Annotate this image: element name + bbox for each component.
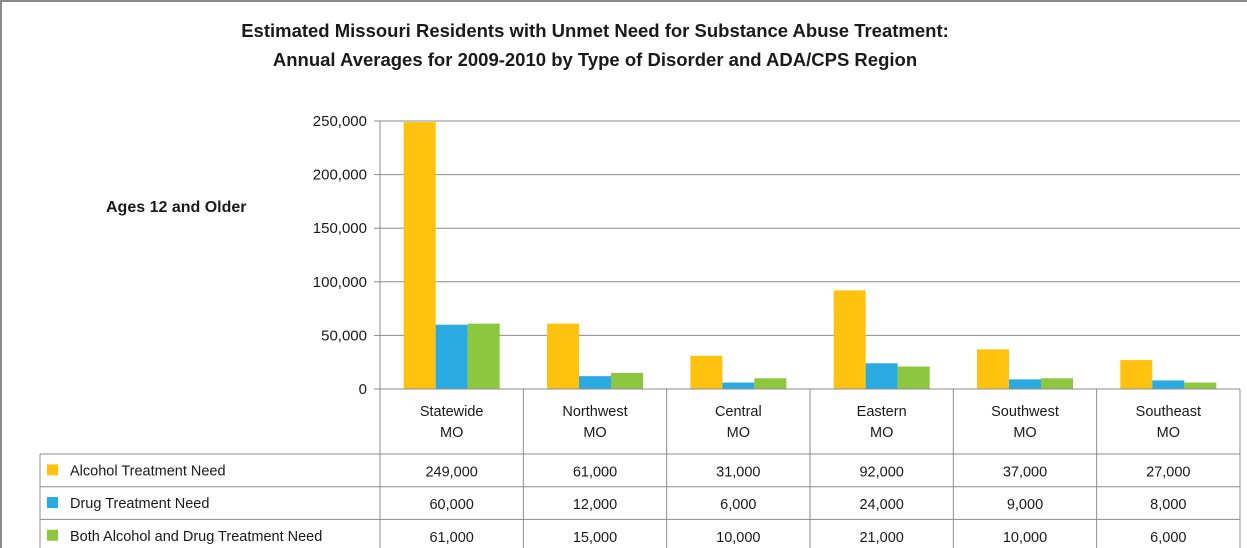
bar xyxy=(690,355,723,389)
bar xyxy=(977,349,1009,389)
bar xyxy=(1184,382,1217,389)
y-tick-label: 150,000 xyxy=(313,220,367,237)
bar xyxy=(579,376,611,389)
data-table-cell: 60,000 xyxy=(429,497,473,513)
y-tick-label: 50,000 xyxy=(321,327,367,344)
y-tick-label: 100,000 xyxy=(313,274,367,291)
x-category-label: MO xyxy=(727,425,750,441)
data-table-cell: 31,000 xyxy=(716,464,760,480)
bar xyxy=(754,378,787,389)
data-table-cell: 15,000 xyxy=(573,530,617,546)
bar xyxy=(403,122,436,390)
x-category-label: Southeast xyxy=(1136,404,1201,420)
bar xyxy=(897,366,930,389)
data-table-cell: 12,000 xyxy=(573,497,617,513)
y-tick-label: 250,000 xyxy=(313,113,367,130)
x-category-label: Northwest xyxy=(562,404,627,420)
data-table-cell: 6,000 xyxy=(720,497,756,513)
x-category-label: Southwest xyxy=(991,404,1059,420)
data-table-cell: 8,000 xyxy=(1150,497,1186,513)
legend-swatch xyxy=(47,497,58,509)
data-table-cell: 24,000 xyxy=(859,497,903,513)
x-category-label: MO xyxy=(440,425,463,441)
legend-swatch xyxy=(47,529,58,541)
data-table-cell: 10,000 xyxy=(1003,530,1047,546)
legend-label: Alcohol Treatment Need xyxy=(70,463,226,479)
bar xyxy=(1120,360,1153,389)
x-category-label: MO xyxy=(870,425,893,441)
bar xyxy=(467,323,500,389)
data-table-cell: 249,000 xyxy=(425,464,477,480)
data-table-cell: 10,000 xyxy=(716,530,760,546)
legend-label: Drug Treatment Need xyxy=(70,496,209,512)
x-category-label: MO xyxy=(583,425,606,441)
data-table-cell: 6,000 xyxy=(1150,530,1186,546)
y-tick-label: 0 xyxy=(359,381,367,398)
chart-title-line-2: Annual Averages for 2009-2010 by Type of… xyxy=(272,49,918,70)
bar xyxy=(722,382,755,389)
x-category-label: Eastern xyxy=(857,404,907,420)
y-tick-label: 200,000 xyxy=(313,167,367,184)
data-table-cell: 21,000 xyxy=(859,530,903,546)
bar xyxy=(833,290,866,389)
bar xyxy=(435,324,468,389)
data-table-cell: 9,000 xyxy=(1007,497,1043,513)
bar xyxy=(1041,378,1073,389)
data-table-cell: 92,000 xyxy=(859,464,903,480)
bar xyxy=(865,363,898,389)
x-category-label: Central xyxy=(715,404,762,420)
bar xyxy=(611,372,643,389)
bar xyxy=(547,323,579,389)
legend-label: Both Alcohol and Drug Treatment Need xyxy=(70,529,322,545)
x-category-label: MO xyxy=(1157,425,1180,441)
data-table-cell: 37,000 xyxy=(1003,464,1047,480)
x-category-label: Statewide xyxy=(420,404,484,420)
chart-title-line-1: Estimated Missouri Residents with Unmet … xyxy=(241,20,949,41)
data-table-cell: 61,000 xyxy=(573,464,617,480)
bar xyxy=(1009,379,1041,389)
bar xyxy=(1152,380,1185,389)
data-table-cell: 27,000 xyxy=(1146,464,1190,480)
x-category-label: MO xyxy=(1013,425,1036,441)
legend-swatch xyxy=(47,464,58,476)
data-table-cell: 61,000 xyxy=(429,530,473,546)
y-axis-label: Ages 12 and Older xyxy=(106,199,247,216)
